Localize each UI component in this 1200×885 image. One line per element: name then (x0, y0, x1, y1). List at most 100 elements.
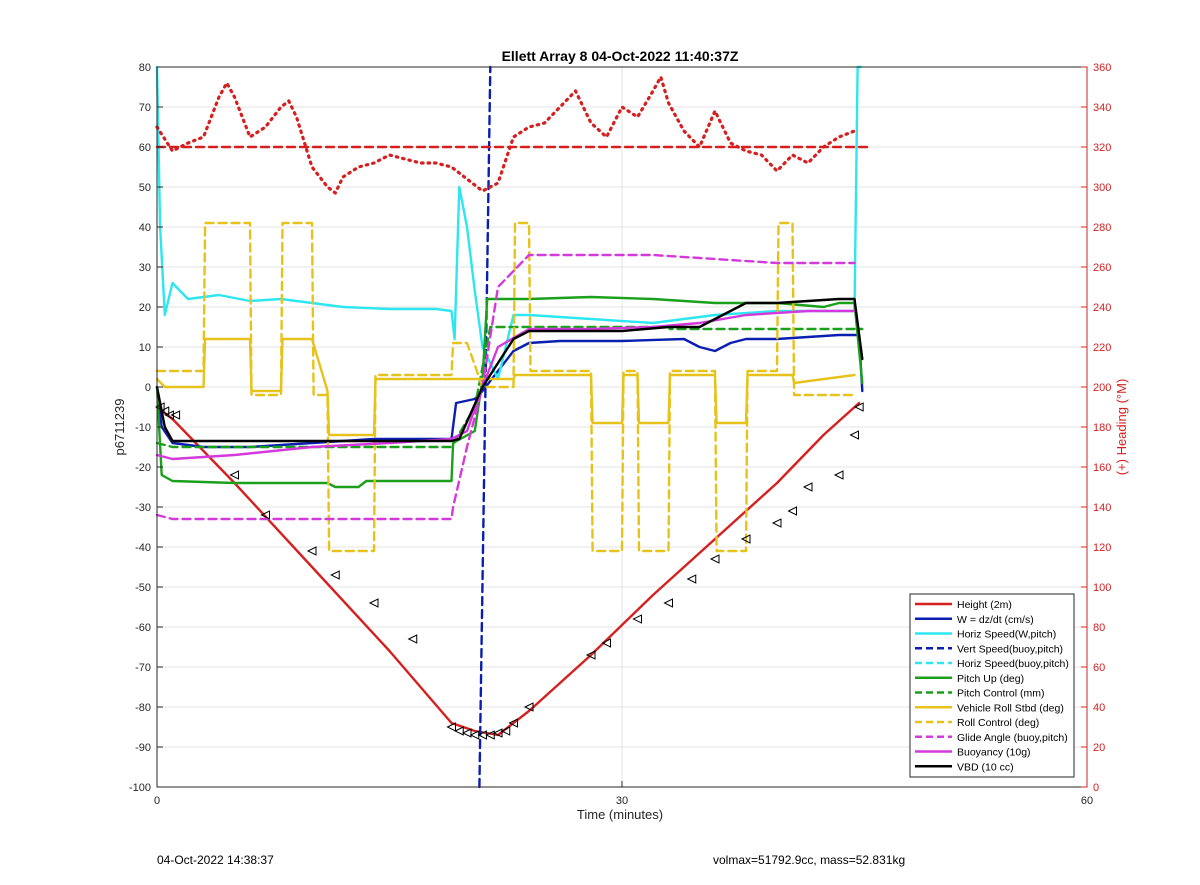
height-marker (229, 470, 239, 480)
height-marker (854, 402, 864, 412)
y2-tick-label: 60 (1093, 662, 1105, 674)
height-marker (446, 722, 456, 732)
y2-tick-label: 120 (1093, 542, 1111, 554)
legend-entry: Height (2m) (957, 599, 1012, 611)
y2-tick-label: 300 (1093, 182, 1111, 194)
height-marker (407, 634, 418, 644)
y2-tick-label: 160 (1093, 462, 1111, 474)
series-group (154, 65, 872, 789)
y-tick-label: -70 (135, 662, 151, 674)
series-line-12 (155, 297, 864, 443)
height-marker (306, 546, 317, 556)
x-tick-label: 30 (616, 795, 628, 807)
height-marker (709, 554, 720, 564)
height-marker (663, 598, 673, 608)
legend-entry: Vert Speed(buoy,pitch) (957, 643, 1063, 655)
height-marker (461, 728, 472, 738)
y-tick-label: -50 (135, 582, 151, 594)
y2-tick-label: 180 (1093, 422, 1111, 434)
height-marker (585, 650, 596, 660)
height-marker (849, 430, 859, 440)
y2-tick-label: 0 (1093, 782, 1099, 794)
y-tick-label: -100 (129, 782, 151, 794)
height-marker (601, 638, 611, 648)
y-tick-label: 10 (139, 342, 151, 354)
y-tick-label: -80 (135, 702, 151, 714)
height-marker (833, 470, 844, 480)
height-marker (802, 482, 813, 492)
y2-tick-label: 260 (1093, 262, 1111, 274)
height-marker (154, 402, 165, 412)
height-marker (454, 726, 464, 736)
height-marker (787, 506, 797, 516)
y2-tick-label: 340 (1093, 102, 1111, 114)
series-line-13 (155, 75, 857, 195)
footer-timestamp: 04-Oct-2022 14:38:37 (157, 853, 274, 867)
y-tick-label: 20 (139, 302, 151, 314)
height-marker (260, 510, 270, 520)
x-tick-label: 60 (1081, 795, 1093, 807)
series-line-9 (155, 221, 856, 553)
y-tick-label: 0 (145, 382, 151, 394)
legend-entry: Buoyancy (10g) (957, 747, 1031, 759)
height-marker (686, 574, 697, 584)
height-marker (508, 718, 518, 728)
y-tick-label: 40 (139, 222, 151, 234)
y-tick-label: 70 (139, 102, 151, 114)
y2-tick-label: 100 (1093, 582, 1111, 594)
y-tick-label: -20 (135, 462, 151, 474)
legend-entry: Pitch Control (mm) (957, 688, 1045, 700)
height-marker (164, 410, 174, 420)
y2-tick-label: 280 (1093, 222, 1111, 234)
y-tick-label: -60 (135, 622, 151, 634)
y-axis-label: p6711239 (112, 399, 127, 456)
legend: Height (2m) W = dz/dt (cm/s) Horiz Speed(W… (909, 593, 1075, 778)
y2-tick-label: 240 (1093, 302, 1111, 314)
y-tick-label: 30 (139, 262, 151, 274)
legend-entry: Glide Angle (buoy,pitch) (957, 732, 1068, 744)
legend-entry: Vehicle Roll Stbd (deg) (957, 702, 1064, 714)
height-marker (159, 406, 170, 416)
y2-tick-label: 320 (1093, 142, 1111, 154)
y-tick-label: 80 (139, 62, 151, 74)
legend-entry: VBD (10 cc) (957, 761, 1014, 773)
series-line-2 (155, 333, 864, 449)
legend-box (909, 593, 1075, 778)
y2-tick-label: 220 (1093, 342, 1111, 354)
series-line-7 (155, 325, 864, 449)
y2-tick-label: 200 (1093, 382, 1111, 394)
height-marker (330, 570, 340, 580)
height-marker (740, 534, 751, 544)
y-tick-label: -10 (135, 422, 151, 434)
series-line-3 (155, 65, 862, 381)
y-tick-label: -40 (135, 542, 151, 554)
y-tick-label: 50 (139, 182, 151, 194)
legend-entry: Horiz Speed(W,pitch) (957, 629, 1056, 641)
x-tick-label: 0 (154, 795, 160, 807)
axes: 80706050403020100-10-20-30-40-50-60-70-8… (129, 62, 1111, 807)
y-tick-label: -90 (135, 742, 151, 754)
y2-axis-label: (+) Heading (°M) (1114, 379, 1129, 476)
footer-info: volmax=51792.9cc, mass=52.831kg (713, 853, 906, 867)
height-marker (368, 598, 379, 608)
legend-entry: Roll Control (deg) (957, 717, 1039, 729)
height-marker (500, 726, 511, 736)
legend-entry: W = dz/dt (cm/s) (957, 614, 1034, 626)
series-line-11 (155, 309, 856, 461)
y2-tick-label: 20 (1093, 742, 1105, 754)
height-marker (170, 410, 181, 420)
height-marker (485, 730, 495, 740)
y2-tick-label: 80 (1093, 622, 1105, 634)
y-tick-label: -30 (135, 502, 151, 514)
y2-tick-label: 140 (1093, 502, 1111, 514)
height-marker (523, 702, 534, 712)
x-axis-label: Time (minutes) (577, 807, 663, 822)
height-marker (632, 614, 642, 624)
legend-entry: Horiz Speed(buoy,pitch) (957, 658, 1069, 670)
height-marker (492, 728, 503, 738)
y2-tick-label: 40 (1093, 702, 1105, 714)
legend-entry: Pitch Up (deg) (957, 673, 1024, 685)
height-marker (771, 518, 782, 528)
y-tick-label: 60 (139, 142, 151, 154)
